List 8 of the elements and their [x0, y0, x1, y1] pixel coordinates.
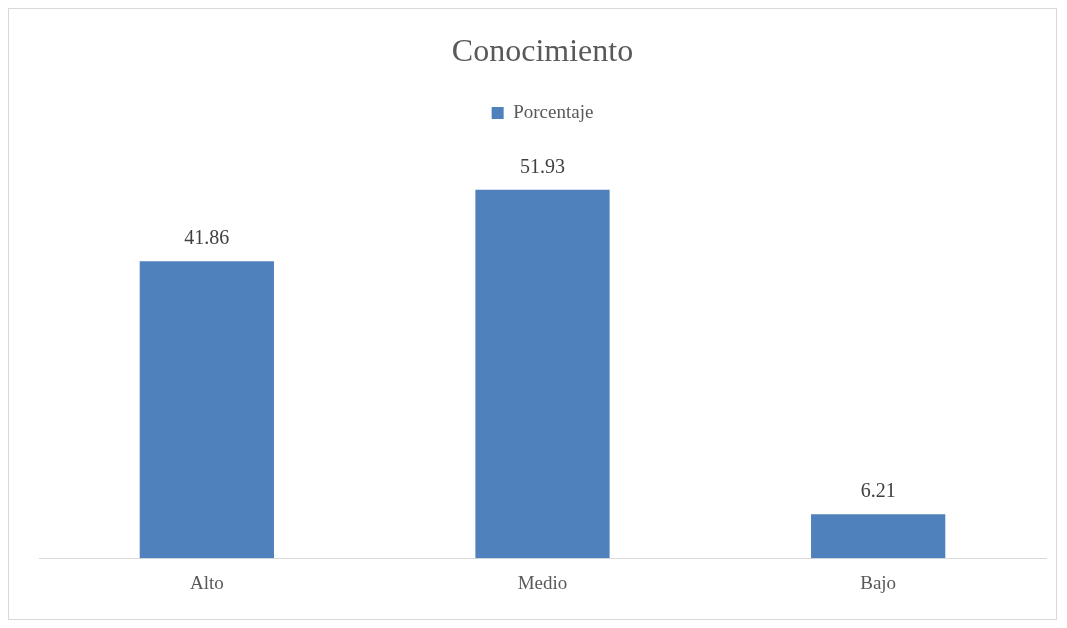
x-tick-label: Alto	[189, 571, 224, 593]
data-label: 41.86	[184, 226, 230, 249]
chart-title: Conocimiento	[451, 31, 634, 68]
data-label: 51.93	[520, 154, 565, 177]
x-tick-label: Bajo	[860, 571, 897, 593]
legend-label: Porcentaje	[513, 100, 594, 122]
x-tick-label: Medio	[517, 571, 568, 593]
data-label: 6.21	[860, 479, 896, 502]
